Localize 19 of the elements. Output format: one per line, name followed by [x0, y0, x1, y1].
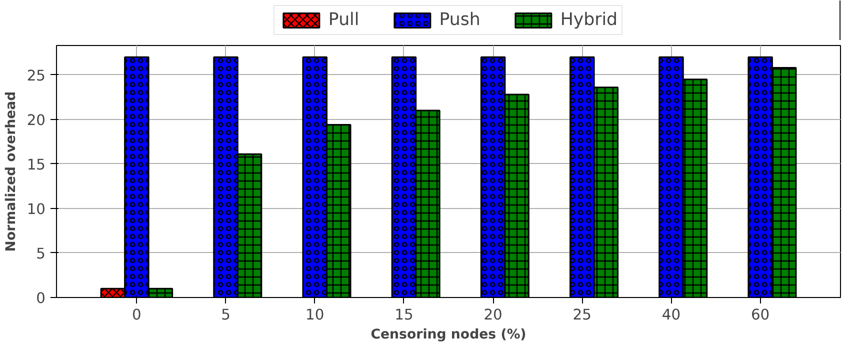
x-tick-label: 10	[306, 306, 324, 324]
legend-label: Hybrid	[560, 10, 618, 30]
x-axis-title: Censoring nodes (%)	[370, 328, 526, 342]
x-tick-label: 25	[572, 306, 592, 324]
y-tick-label: 0	[36, 290, 46, 307]
legend-label: Pull	[328, 10, 360, 30]
legend-label: Push	[439, 10, 480, 30]
y-axis-title: Normalized overhead	[4, 91, 19, 252]
y-tick-label: 20	[26, 112, 46, 129]
y-tick-label: 5	[36, 245, 46, 262]
x-tick-label: 60	[750, 306, 770, 324]
y-tick-label: 15	[26, 156, 46, 174]
x-tick-label: 15	[394, 306, 414, 324]
x-tick-label: 5	[221, 306, 230, 324]
y-tick-label: 10	[26, 200, 46, 218]
x-tick-label: 40	[662, 306, 681, 324]
x-tick-label: 0	[132, 306, 142, 324]
y-tick-label: 25	[26, 67, 46, 84]
x-tick-label: 20	[484, 306, 502, 324]
